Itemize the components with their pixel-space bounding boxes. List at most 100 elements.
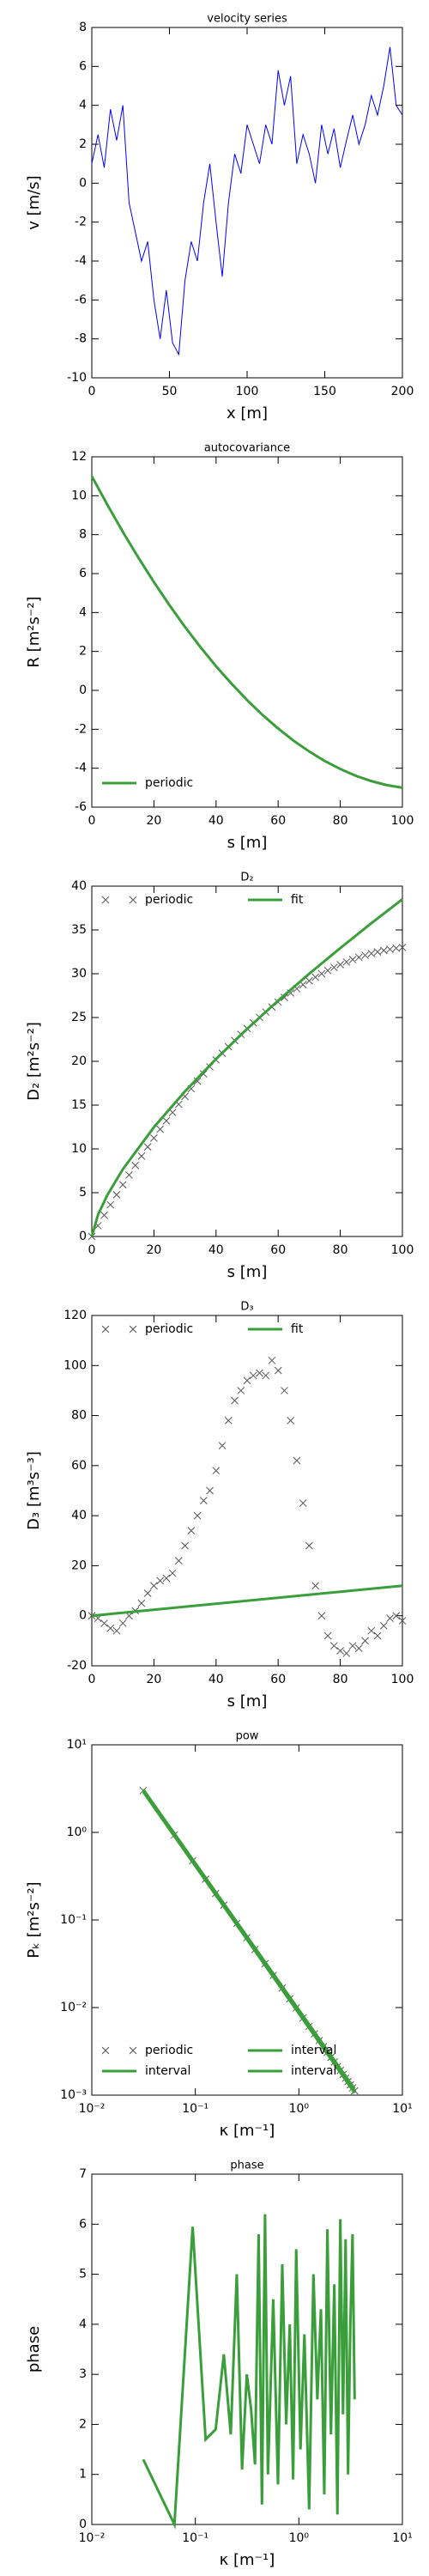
marker xyxy=(379,1622,388,1630)
x-tick-label: 20 xyxy=(146,1673,161,1686)
y-tick-label: -2 xyxy=(75,722,87,736)
y-tick-label: 10⁻³ xyxy=(60,2088,87,2102)
y-tick-label: -8 xyxy=(75,332,87,346)
marker xyxy=(317,969,326,978)
x-tick-label: 150 xyxy=(313,385,336,398)
marker xyxy=(218,1442,227,1449)
x-tick-label: 10⁻¹ xyxy=(182,2531,208,2545)
marker xyxy=(137,1599,146,1607)
marker xyxy=(336,961,344,969)
marker xyxy=(100,1619,108,1627)
y-tick-label: 6 xyxy=(79,59,87,73)
x-axis-label: s [m] xyxy=(227,1692,268,1710)
y-tick-label: 40 xyxy=(71,879,87,893)
marker xyxy=(342,1649,351,1657)
chart-title: velocity series xyxy=(207,13,287,26)
marker xyxy=(224,1417,233,1425)
marker xyxy=(231,1396,239,1405)
y-tick-label: 7 xyxy=(79,2167,87,2181)
marker xyxy=(187,1527,196,1534)
y-tick-label: 35 xyxy=(71,923,87,937)
y-tick-label: 0 xyxy=(79,683,87,697)
x-tick-label: 0 xyxy=(88,1673,96,1686)
marker xyxy=(199,1497,208,1505)
y-tick-label: 10¹ xyxy=(67,1738,87,1752)
legend-marker xyxy=(101,1325,137,1334)
legend-label: periodic xyxy=(145,776,193,790)
y-tick-label: 10⁰ xyxy=(67,1826,88,1839)
y-tick-label: 15 xyxy=(71,1098,87,1112)
plot-frame xyxy=(91,1744,403,2096)
data-line xyxy=(90,475,403,789)
y-tick-label: 1 xyxy=(79,2468,87,2482)
x-axis-label: s [m] xyxy=(227,834,268,852)
y-tick-label: 2 xyxy=(79,2417,87,2431)
data-line xyxy=(90,898,403,1237)
y-tick-label: 10⁻² xyxy=(60,2001,87,2014)
marker xyxy=(199,1070,208,1078)
marker xyxy=(386,945,394,953)
x-tick-label: 60 xyxy=(270,1673,286,1686)
y-tick-label: 0 xyxy=(79,1609,87,1623)
x-tick-label: 100 xyxy=(391,814,414,828)
marker xyxy=(118,1181,127,1189)
marker xyxy=(354,1644,363,1652)
marker xyxy=(348,956,357,963)
marker xyxy=(281,1387,288,1394)
marker xyxy=(373,1631,382,1640)
y-axis-label: Pₖ [m²s⁻²] xyxy=(25,1881,43,1958)
data-line xyxy=(91,46,403,356)
chart-title: pow xyxy=(236,1730,259,1743)
y-tick-label: 4 xyxy=(79,99,87,112)
y-tick-label: 4 xyxy=(79,2318,87,2331)
legend-label: interval xyxy=(291,2064,336,2078)
marker xyxy=(175,1557,183,1564)
marker xyxy=(143,1143,152,1151)
y-tick-label: -4 xyxy=(75,762,87,775)
marker xyxy=(156,1125,164,1133)
plot-frame xyxy=(91,885,403,1237)
x-tick-label: 80 xyxy=(333,1673,348,1686)
marker xyxy=(367,1626,376,1635)
legend-label: periodic xyxy=(145,2044,193,2057)
x-tick-label: 20 xyxy=(146,814,161,828)
y-tick-label: 6 xyxy=(79,567,87,580)
marker xyxy=(193,1077,202,1085)
marker xyxy=(293,1456,301,1465)
legend-label: fit xyxy=(291,1322,304,1336)
marker xyxy=(131,1161,140,1170)
legend-marker xyxy=(101,896,137,904)
legend-label: periodic xyxy=(145,893,193,907)
marker xyxy=(361,951,369,959)
marker xyxy=(287,1417,295,1425)
marker xyxy=(168,1569,177,1577)
marker xyxy=(150,1582,158,1590)
y-tick-label: 60 xyxy=(71,1459,87,1473)
legend-label: fit xyxy=(291,893,304,907)
y-tick-label: 8 xyxy=(79,21,87,34)
marker xyxy=(237,1387,245,1394)
marker xyxy=(262,1371,270,1380)
y-axis-label: D₂ [m²s⁻²] xyxy=(25,1022,43,1101)
y-tick-label: -20 xyxy=(67,1659,87,1673)
plot-frame xyxy=(91,2173,403,2525)
data-line xyxy=(142,1789,356,2092)
x-tick-label: 10¹ xyxy=(392,2102,412,2116)
chart-title: D₃ xyxy=(240,1301,253,1314)
marker xyxy=(137,1152,146,1160)
marker xyxy=(299,1499,307,1507)
y-tick-label: 2 xyxy=(79,137,87,151)
y-axis-label: v [m/s] xyxy=(25,175,43,229)
x-tick-label: 10⁰ xyxy=(289,2102,310,2116)
y-tick-label: 120 xyxy=(63,1309,87,1322)
y-tick-label: -2 xyxy=(75,216,87,229)
marker xyxy=(398,1617,407,1625)
y-tick-label: 0 xyxy=(79,176,87,190)
marker xyxy=(125,1171,133,1179)
y-tick-label: -6 xyxy=(75,800,87,814)
marker xyxy=(330,963,338,972)
marker xyxy=(311,973,319,981)
legend-marker xyxy=(101,2046,137,2055)
marker xyxy=(392,1612,401,1620)
